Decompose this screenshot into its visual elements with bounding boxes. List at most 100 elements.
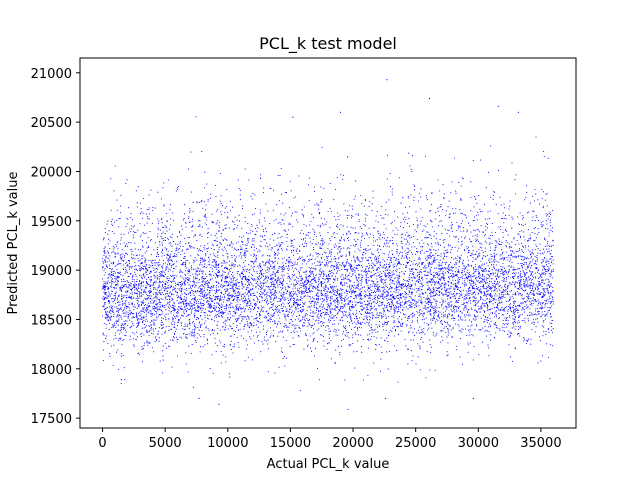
scatter-point	[135, 264, 137, 266]
scatter-point	[277, 222, 279, 224]
scatter-point	[148, 218, 150, 220]
scatter-point	[191, 308, 193, 310]
scatter-point	[346, 260, 348, 262]
scatter-point	[467, 310, 469, 312]
scatter-point	[133, 279, 135, 281]
scatter-point	[367, 304, 369, 307]
scatter-point	[496, 253, 498, 255]
scatter-point	[125, 271, 127, 273]
scatter-point	[349, 266, 352, 268]
scatter-point	[526, 267, 528, 269]
scatter-point	[240, 245, 242, 247]
scatter-point	[475, 303, 477, 305]
scatter-point	[359, 242, 361, 244]
scatter-point	[230, 340, 232, 342]
scatter-point	[478, 299, 480, 302]
scatter-point	[519, 230, 521, 233]
scatter-point	[109, 353, 111, 355]
scatter-point	[245, 232, 248, 234]
scatter-point	[270, 278, 272, 280]
scatter-point	[451, 318, 453, 320]
scatter-point	[228, 299, 230, 301]
scatter-point	[397, 264, 399, 266]
scatter-point	[299, 291, 301, 293]
scatter-point	[335, 245, 337, 247]
scatter-point	[207, 233, 209, 235]
scatter-point	[453, 319, 455, 321]
scatter-point	[417, 271, 419, 273]
scatter-point	[119, 307, 122, 310]
scatter-point	[251, 243, 253, 246]
scatter-point	[146, 325, 148, 327]
scatter-point	[510, 311, 512, 313]
scatter-point	[183, 312, 186, 314]
scatter-point	[323, 300, 325, 302]
scatter-point	[174, 287, 176, 289]
scatter-point	[301, 309, 303, 311]
scatter-point	[225, 227, 227, 229]
scatter-point	[460, 258, 462, 260]
scatter-point	[252, 269, 255, 271]
scatter-point	[440, 278, 442, 280]
scatter-point	[266, 293, 268, 296]
scatter-point	[476, 324, 478, 326]
scatter-point	[502, 291, 505, 293]
scatter-point	[473, 284, 475, 286]
scatter-point	[186, 249, 188, 251]
scatter-point	[234, 292, 236, 294]
scatter-point	[436, 259, 438, 261]
scatter-point	[370, 327, 372, 329]
scatter-point	[107, 314, 109, 316]
scatter-point	[348, 337, 350, 339]
scatter-point	[220, 203, 222, 205]
scatter-point	[378, 304, 380, 306]
scatter-point	[420, 300, 422, 302]
scatter-point	[266, 261, 268, 263]
scatter-point	[334, 260, 336, 262]
scatter-point	[303, 317, 305, 319]
scatter-point	[401, 325, 403, 327]
scatter-point	[188, 333, 190, 335]
scatter-point	[494, 261, 496, 263]
scatter-point	[434, 261, 436, 263]
scatter-point	[529, 308, 531, 310]
scatter-point	[466, 292, 468, 294]
scatter-point	[348, 214, 350, 216]
scatter-point	[271, 307, 273, 309]
scatter-point	[366, 303, 369, 305]
scatter-point	[328, 260, 330, 262]
scatter-point	[316, 301, 318, 303]
scatter-point	[410, 350, 412, 352]
scatter-point	[293, 264, 295, 266]
scatter-point	[186, 315, 188, 317]
scatter-point	[116, 307, 118, 310]
scatter-point	[538, 312, 540, 314]
scatter-point	[351, 260, 353, 262]
scatter-point	[326, 299, 328, 301]
scatter-point	[140, 234, 142, 236]
scatter-point	[550, 344, 552, 346]
scatter-point	[519, 270, 522, 272]
scatter-point	[123, 315, 125, 317]
scatter-point	[376, 312, 378, 314]
scatter-point	[313, 331, 315, 333]
scatter-point	[311, 267, 313, 269]
scatter-point	[318, 319, 320, 321]
scatter-point	[290, 294, 292, 296]
scatter-point	[198, 268, 200, 270]
scatter-point	[370, 338, 372, 340]
scatter-point	[512, 306, 514, 308]
scatter-point	[319, 265, 321, 267]
scatter-point	[357, 327, 359, 329]
scatter-point	[350, 269, 352, 271]
scatter-point	[479, 242, 481, 244]
scatter-point	[504, 273, 506, 275]
scatter-point	[346, 335, 348, 337]
scatter-point	[267, 266, 269, 268]
scatter-point	[213, 308, 215, 310]
scatter-point	[204, 171, 206, 173]
scatter-point	[505, 289, 507, 291]
scatter-point	[313, 323, 316, 325]
scatter-point	[197, 333, 199, 335]
scatter-point	[166, 299, 168, 301]
